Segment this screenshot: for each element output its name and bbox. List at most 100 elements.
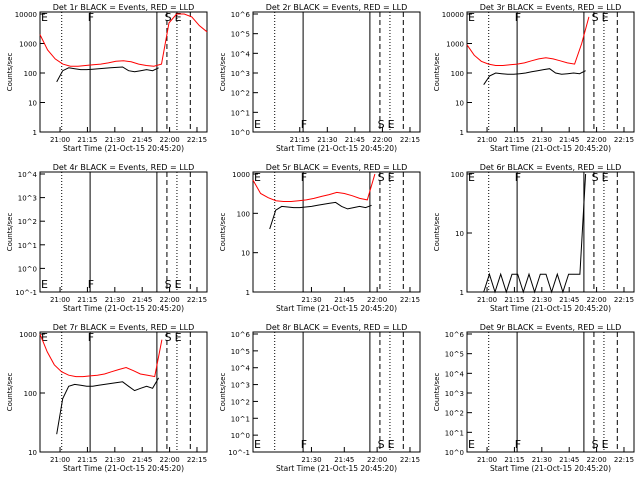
x-tick-label: 22:15 xyxy=(614,136,634,144)
x-axis-label: Start Time (21-Oct-15 20:45:20) xyxy=(490,304,611,313)
y-tick-label: 10 xyxy=(28,100,37,108)
y-tick-label: 1 xyxy=(246,289,250,297)
x-tick-label: 22:00 xyxy=(159,456,179,464)
y-tick-label: 10^4 xyxy=(231,365,251,373)
x-tick-label: 21:30 xyxy=(532,136,552,144)
y-tick-label: 10^4 xyxy=(18,171,38,179)
y-tick-label: 10^5 xyxy=(445,351,464,359)
x-tick-label: 22:15 xyxy=(187,296,207,304)
x-axis-label: Start Time (21-Oct-15 20:45:20) xyxy=(63,304,184,313)
x-tick-label: 22:15 xyxy=(187,136,207,144)
plot-frame xyxy=(466,11,635,133)
y-tick-label: 10^4 xyxy=(231,50,251,58)
chart-title: Det 4r BLACK = Events, RED = LLD xyxy=(53,163,195,172)
chart-title: Det 8r BLACK = Events, RED = LLD xyxy=(266,323,408,332)
plot-frame xyxy=(252,331,421,453)
y-tick-label: 10^-1 xyxy=(15,289,37,297)
event-marker-e: E xyxy=(254,438,261,451)
x-tick-label: 21:45 xyxy=(132,456,152,464)
chart-panel-2: Det 2r BLACK = Events, RED = LLD Counts/s… xyxy=(219,3,421,153)
event-marker-e: E xyxy=(388,171,395,184)
event-marker-e: E xyxy=(175,331,182,344)
y-tick-label: 10^3 xyxy=(231,70,250,78)
chart-title: Det 9r BLACK = Events, RED = LLD xyxy=(480,323,622,332)
event-marker-f: F xyxy=(515,11,521,24)
y-tick-label: 10^6 xyxy=(231,331,251,339)
x-tick-label: 22:00 xyxy=(586,456,606,464)
y-axis-label: Counts/sec xyxy=(433,53,441,92)
y-axis-label: Counts/sec xyxy=(433,213,441,252)
chart-panel-6: Det 6r BLACK = Events, RED = LLD Counts/s… xyxy=(433,163,635,313)
x-tick-label: 21:15 xyxy=(504,296,524,304)
event-marker-f: F xyxy=(88,11,94,24)
x-tick-label: 21:30 xyxy=(105,296,125,304)
event-marker-f: F xyxy=(88,331,94,344)
y-tick-label: 10^1 xyxy=(231,109,250,117)
y-tick-label: 10^6 xyxy=(445,331,465,339)
y-axis-label: Counts/sec xyxy=(219,373,227,412)
x-tick-label: 21:45 xyxy=(334,296,354,304)
event-marker-e: E xyxy=(468,11,475,24)
y-tick-label: 10^0 xyxy=(231,432,250,440)
y-tick-label: 10000 xyxy=(15,11,37,19)
x-tick-label: 21:00 xyxy=(50,136,70,144)
series-lld-line xyxy=(39,13,208,67)
event-marker-e: E xyxy=(602,11,609,24)
y-tick-label: 10 xyxy=(241,250,250,258)
x-axis-label: Start Time (21-Oct-15 20:45:20) xyxy=(276,464,397,473)
event-marker-e: E xyxy=(602,171,609,184)
event-marker-s: S xyxy=(592,171,599,184)
x-axis-label: Start Time (21-Oct-15 20:45:20) xyxy=(63,464,184,473)
y-tick-label: 10^3 xyxy=(445,390,464,398)
x-tick-label: 21:00 xyxy=(477,456,497,464)
series-events-line xyxy=(56,377,160,435)
y-tick-label: 10^-1 xyxy=(228,449,250,457)
series-events-line xyxy=(483,173,587,294)
event-marker-s: S xyxy=(165,278,172,291)
event-marker-e: E xyxy=(175,278,182,291)
y-axis-label: Counts/sec xyxy=(219,53,227,92)
y-tick-label: 100 xyxy=(451,70,464,78)
y-tick-label: 1000 xyxy=(19,41,37,49)
plot-frame xyxy=(252,11,421,133)
x-tick-label: 22:00 xyxy=(367,456,387,464)
y-axis-label: Counts/sec xyxy=(433,373,441,412)
event-marker-e: E xyxy=(602,438,609,451)
x-tick-label: 21:45 xyxy=(559,296,579,304)
x-tick-label: 21:00 xyxy=(50,296,70,304)
x-tick-label: 21:45 xyxy=(132,296,152,304)
x-tick-label: 22:15 xyxy=(614,296,634,304)
y-axis-label: Counts/sec xyxy=(6,213,14,252)
y-tick-label: 10^2 xyxy=(231,90,250,98)
y-tick-label: 1 xyxy=(460,129,464,137)
y-tick-label: 10^5 xyxy=(231,348,250,356)
series-lld-line xyxy=(252,173,376,202)
event-marker-s: S xyxy=(378,171,385,184)
y-axis-label: Counts/sec xyxy=(6,373,14,412)
x-axis-label: Start Time (21-Oct-15 20:45:20) xyxy=(63,144,184,153)
event-marker-e: E xyxy=(468,438,475,451)
event-marker-s: S xyxy=(378,118,385,131)
x-axis-label: Start Time (21-Oct-15 20:45:20) xyxy=(276,304,397,313)
y-tick-label: 1 xyxy=(460,289,464,297)
y-tick-label: 10^2 xyxy=(18,218,37,226)
x-tick-label: 21:15 xyxy=(77,296,97,304)
event-marker-e: E xyxy=(41,11,48,24)
x-tick-label: 21:00 xyxy=(477,136,497,144)
x-tick-label: 21:15 xyxy=(77,136,97,144)
chart-panel-5: Det 5r BLACK = Events, RED = LLD Counts/s… xyxy=(219,163,421,313)
series-events-line xyxy=(56,66,159,83)
x-tick-label: 21:15 xyxy=(504,136,524,144)
x-tick-label: 21:30 xyxy=(532,296,552,304)
plot-frame xyxy=(39,11,208,133)
x-tick-label: 22:15 xyxy=(614,456,634,464)
x-tick-label: 22:00 xyxy=(159,296,179,304)
plot-frame xyxy=(252,171,421,293)
plot-frame xyxy=(466,171,635,293)
x-tick-label: 21:45 xyxy=(132,136,152,144)
event-marker-s: S xyxy=(165,331,172,344)
event-marker-s: S xyxy=(378,438,385,451)
series-events-line xyxy=(483,68,586,85)
event-marker-f: F xyxy=(515,171,521,184)
